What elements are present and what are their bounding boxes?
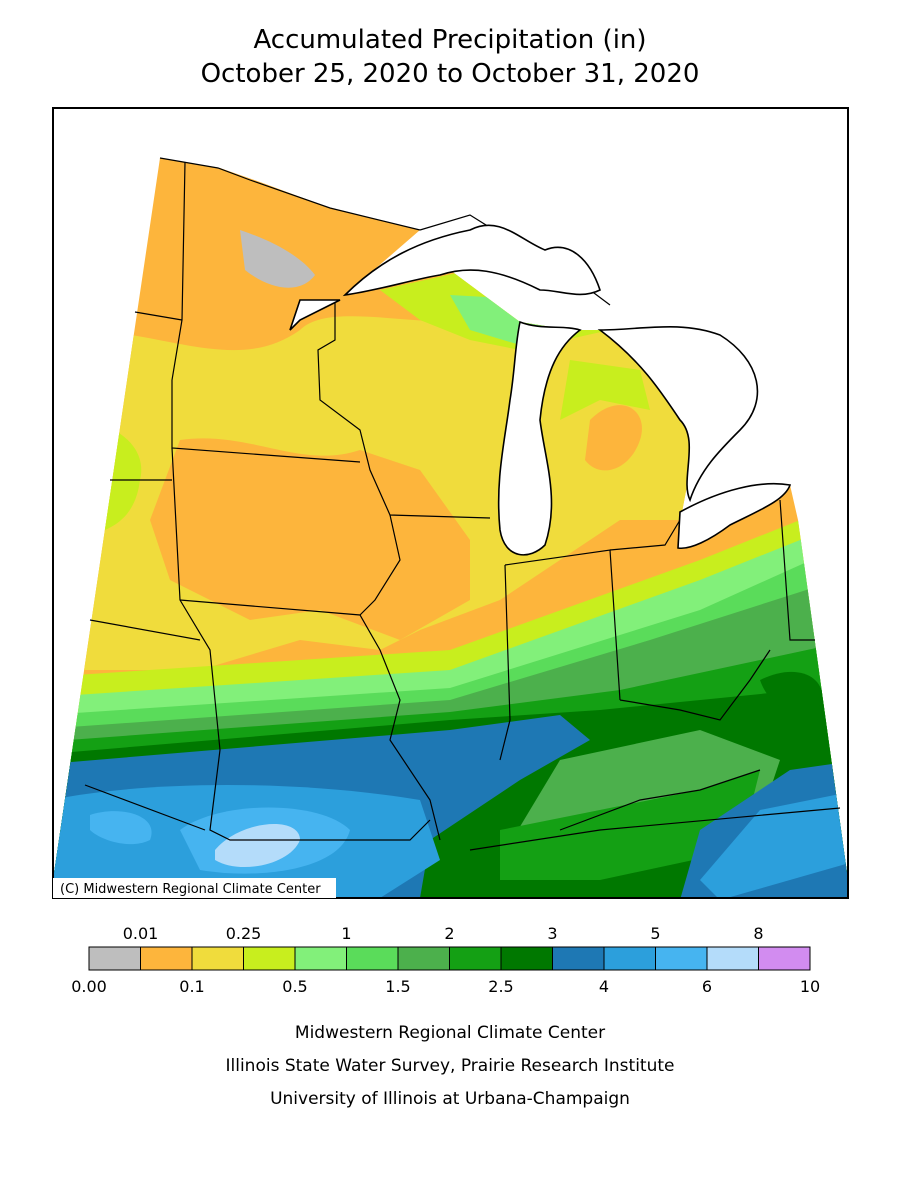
precip-zone <box>90 811 152 845</box>
credit-box <box>53 878 336 898</box>
legend-swatch <box>397 946 450 971</box>
legend-swatch <box>655 946 708 971</box>
precip-zone <box>215 823 300 868</box>
legend-label: 0.5 <box>282 977 307 996</box>
legend-swatch <box>191 946 244 971</box>
legend-swatch <box>449 946 502 971</box>
legend-swatch <box>758 946 811 971</box>
lakes <box>289 224 792 556</box>
legend-label: 1.5 <box>385 977 410 996</box>
subtitle: October 25, 2020 to October 31, 2020 <box>201 59 700 89</box>
legend-label: 2 <box>444 924 454 943</box>
precip-zone <box>760 671 822 712</box>
title: Accumulated Precipitation (in) <box>253 25 646 55</box>
legend-label: 0.1 <box>179 977 204 996</box>
legend-label: 0.25 <box>226 924 262 943</box>
legend-label: 1 <box>341 924 351 943</box>
legend-label: 8 <box>753 924 763 943</box>
precip-zone <box>150 438 470 640</box>
footer-line: Illinois State Water Survey, Prairie Res… <box>226 1056 675 1076</box>
precip-zone <box>240 230 315 288</box>
legend-swatch <box>243 946 296 971</box>
precip-zone <box>585 405 642 471</box>
footer-line: University of Illinois at Urbana-Champai… <box>270 1089 630 1109</box>
legend-swatch <box>706 946 759 971</box>
legend: 0.00 0.01 0.1 0.25 0.5 1 1.5 2 2.5 3 4 5 6 8 10 <box>71 924 820 996</box>
state-borders <box>84 157 841 851</box>
copyright: (C) Midwestern Regional Climate Center <box>60 882 321 897</box>
legend-label: 0.00 <box>71 977 107 996</box>
legend-label: 5 <box>650 924 660 943</box>
legend-swatch <box>603 946 656 971</box>
legend-swatch <box>500 946 553 971</box>
legend-swatch <box>140 946 193 971</box>
legend-swatch <box>88 946 141 971</box>
legend-label: 3 <box>547 924 557 943</box>
legend-label: 0.01 <box>123 924 159 943</box>
legend-label: 10 <box>800 977 820 996</box>
precip-zone <box>560 360 650 420</box>
map-frame <box>52 107 849 899</box>
legend-swatch <box>294 946 347 971</box>
legend-label: 2.5 <box>488 977 513 996</box>
precip-zone <box>700 790 848 898</box>
legend-swatch <box>346 946 399 971</box>
legend-swatch <box>552 946 605 971</box>
legend-label: 6 <box>702 977 712 996</box>
footer-line: Midwestern Regional Climate Center <box>295 1023 605 1043</box>
legend-label: 4 <box>599 977 609 996</box>
